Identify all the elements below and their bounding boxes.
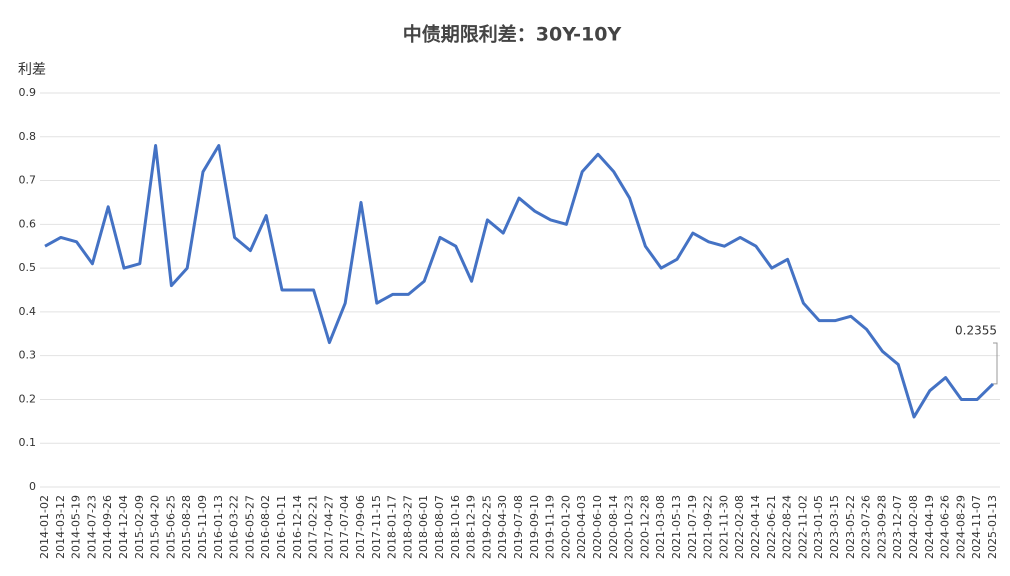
x-tick-label: 2020-06-10 — [591, 495, 604, 559]
x-tick-label: 2021-03-08 — [654, 495, 667, 559]
x-tick-label: 2023-12-07 — [891, 495, 904, 559]
annotation: 0.2355 — [955, 324, 997, 338]
x-tick-label: 2023-01-05 — [812, 495, 825, 559]
x-tick-label: 2014-05-19 — [70, 495, 83, 559]
x-tick-label: 2015-08-28 — [180, 495, 193, 559]
x-tick-label: 2018-03-27 — [401, 495, 414, 559]
x-tick-label: 2018-06-01 — [417, 495, 430, 559]
x-tick-label: 2016-12-14 — [291, 495, 304, 559]
x-tick-label: 2015-11-09 — [196, 495, 209, 559]
x-tick-label: 2020-12-28 — [638, 495, 651, 559]
x-tick-label: 2019-07-08 — [512, 495, 525, 559]
x-tick-label: 2024-04-19 — [923, 495, 936, 559]
x-tick-label: 2018-10-16 — [449, 495, 462, 559]
y-tick-label: 0.4 — [19, 305, 37, 318]
x-tick-label: 2018-08-07 — [433, 495, 446, 559]
x-tick-label: 2023-07-26 — [860, 495, 873, 559]
x-tick-label: 2023-05-22 — [844, 495, 857, 559]
x-tick-label: 2018-12-19 — [465, 495, 478, 559]
y-tick-label: 0.1 — [19, 436, 37, 449]
x-tick-label: 2023-03-15 — [828, 495, 841, 559]
x-tick-label: 2022-08-24 — [781, 495, 794, 559]
y-tick-label: 0.3 — [19, 349, 37, 362]
x-tick-label: 2015-04-20 — [149, 495, 162, 559]
x-tick-label: 2019-04-30 — [496, 495, 509, 559]
chart-title: 中债期限利差：30Y-10Y — [403, 23, 622, 46]
x-tick-label: 2023-09-28 — [875, 495, 888, 559]
y-tick-label: 0.6 — [19, 217, 37, 230]
x-tick-label: 2025-01-13 — [986, 495, 999, 559]
x-tick-label: 2014-01-02 — [38, 495, 51, 559]
x-tick-label: 2016-01-13 — [212, 495, 225, 559]
data-line — [44, 144, 995, 419]
x-tick-label: 2017-02-21 — [307, 495, 320, 559]
x-tick-label: 2019-09-10 — [528, 495, 541, 559]
x-tick-label: 2016-03-22 — [228, 495, 241, 559]
x-tick-label: 2024-08-29 — [954, 495, 967, 559]
x-tick-label: 2020-08-14 — [607, 495, 620, 559]
x-tick-label: 2021-07-19 — [686, 495, 699, 559]
y-tick-label: 0.9 — [19, 86, 37, 99]
x-tick-label: 2022-11-02 — [796, 495, 809, 559]
x-tick-label: 2021-09-22 — [702, 495, 715, 559]
x-tick-label: 2014-12-04 — [117, 495, 130, 559]
y-tick-label: 0.5 — [19, 261, 37, 274]
y-axis-label: 利差 — [18, 62, 46, 78]
x-tick-label: 2014-03-12 — [54, 495, 67, 559]
x-tick-label: 2021-11-30 — [717, 495, 730, 559]
y-tick-label: 0.7 — [19, 174, 37, 187]
x-tick-label: 2016-10-11 — [275, 495, 288, 559]
x-tick-label: 2017-07-04 — [338, 495, 351, 559]
x-tick-label: 2018-01-17 — [386, 495, 399, 559]
x-tick-label: 2024-06-26 — [939, 495, 952, 559]
x-tick-label: 2019-11-19 — [544, 495, 557, 559]
y-tick-label: 0.2 — [19, 392, 37, 405]
x-tick-label: 2021-05-13 — [670, 495, 683, 559]
x-tick-label: 2017-11-15 — [370, 495, 383, 559]
x-tick-label: 2015-06-25 — [164, 495, 177, 559]
x-tick-label: 2014-07-23 — [85, 495, 98, 559]
x-tick-label: 2024-02-08 — [907, 495, 920, 559]
y-tick-label: 0 — [29, 480, 36, 493]
x-tick-label: 2017-09-06 — [354, 495, 367, 559]
x-tick-label: 2016-08-02 — [259, 495, 272, 559]
annotation-leader — [993, 342, 998, 385]
x-tick-label: 2022-02-08 — [733, 495, 746, 559]
x-tick-label: 2015-02-09 — [133, 495, 146, 559]
x-tick-label: 2020-10-23 — [623, 495, 636, 559]
x-tick-label: 2020-01-20 — [559, 495, 572, 559]
x-tick-label: 2022-06-21 — [765, 495, 778, 559]
x-tick-label: 2022-04-14 — [749, 495, 762, 559]
x-tick-label: 2024-11-07 — [970, 495, 983, 559]
x-tick-label: 2014-09-26 — [101, 495, 114, 559]
x-tick-label: 2020-04-03 — [575, 495, 588, 559]
x-tick-label: 2019-02-25 — [480, 495, 493, 559]
x-tick-label: 2017-04-27 — [322, 495, 335, 559]
y-tick-label: 0.8 — [19, 130, 37, 143]
x-tick-label: 2016-05-27 — [243, 495, 256, 559]
